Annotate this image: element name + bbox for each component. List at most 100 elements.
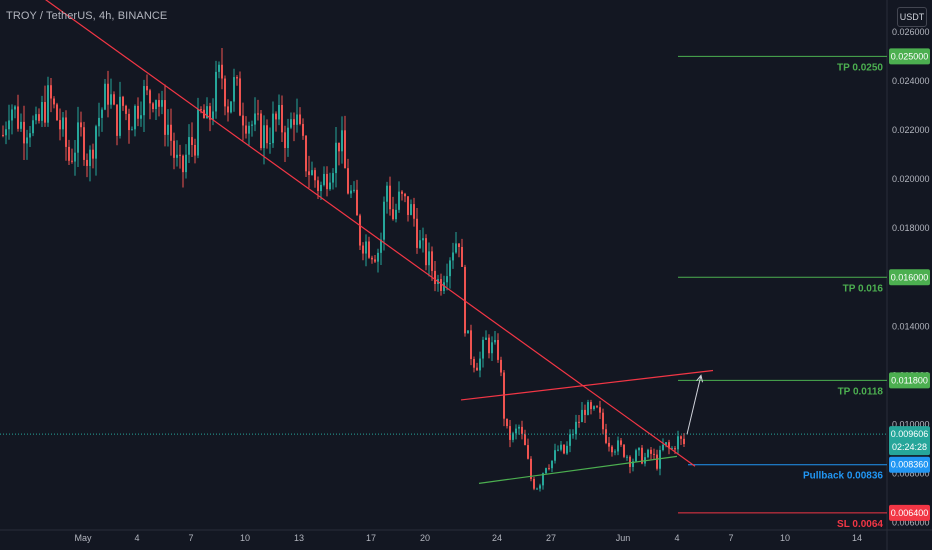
candle-body <box>617 440 619 452</box>
candle-body <box>527 445 529 459</box>
candle-body <box>428 251 430 266</box>
candle-body <box>446 276 448 283</box>
candle-body <box>356 189 358 216</box>
candle-body <box>374 259 376 262</box>
candle-body <box>116 104 118 136</box>
candle-body <box>578 421 580 423</box>
time-tick-label: 10 <box>780 533 790 543</box>
projection-arrow[interactable] <box>686 375 702 435</box>
level-price-badge <box>889 372 930 389</box>
candle-body <box>347 168 349 194</box>
candle-body <box>5 129 7 136</box>
candle-body <box>170 124 172 141</box>
candle-body <box>422 238 424 241</box>
candle-body <box>548 468 550 470</box>
time-axis[interactable]: May 4 7 10 13 17 20 24 27 Jun 4 7 10 14 <box>74 533 862 543</box>
candle-body <box>308 171 310 175</box>
price-tick-label: 0.020000 <box>892 174 930 184</box>
candle-body <box>248 125 250 134</box>
candle-body <box>545 468 547 474</box>
candle-body <box>287 127 289 148</box>
candle-body <box>494 339 496 343</box>
candle-body <box>425 238 427 266</box>
candle-body <box>359 215 361 246</box>
candle-body <box>140 115 142 119</box>
candle-body <box>635 450 637 462</box>
candle-body <box>569 434 571 446</box>
candle-body <box>395 209 397 220</box>
candle-body <box>386 185 388 202</box>
candle-body <box>506 418 508 427</box>
candle-body <box>146 86 148 91</box>
currency-button[interactable]: USDT <box>897 7 927 27</box>
price-tick-label: 0.024000 <box>892 76 930 86</box>
time-tick-label: 4 <box>134 533 139 543</box>
candle-body <box>509 426 511 440</box>
projection-arrow-head <box>696 374 703 383</box>
candle-body <box>320 184 322 192</box>
candle-body <box>470 330 472 360</box>
candle-body <box>167 124 169 135</box>
candle-body <box>149 90 151 104</box>
level-price-badge <box>889 269 930 286</box>
time-tick-label: Jun <box>616 533 631 543</box>
level-label: Pullback 0.00836 <box>803 471 883 482</box>
candle-body <box>281 105 283 133</box>
candle-body <box>410 204 412 215</box>
trendlines[interactable] <box>29 0 714 484</box>
candle-body <box>344 130 346 169</box>
candle-body <box>143 86 145 116</box>
candle-body <box>197 109 199 156</box>
candle-body <box>602 412 604 430</box>
candle-body <box>290 119 292 128</box>
candle-body <box>35 114 37 121</box>
candle-body <box>500 359 502 373</box>
level-price-badge-label: 0.016000 <box>891 272 929 282</box>
candle-body <box>182 155 184 173</box>
candle-body <box>416 218 418 248</box>
candle-body <box>587 402 589 415</box>
candle-body <box>461 246 463 267</box>
candle-body <box>74 152 76 162</box>
candle-body <box>98 117 100 127</box>
trendline[interactable] <box>29 0 696 467</box>
candle-body <box>110 94 112 105</box>
candle-body <box>2 134 4 136</box>
candle-body <box>404 193 406 197</box>
candle-body <box>413 204 415 219</box>
candle-body <box>533 478 535 489</box>
candle-body <box>317 180 319 192</box>
candle-body <box>257 113 259 115</box>
candle-body <box>23 121 25 144</box>
candle-body <box>71 160 73 162</box>
time-tick-label: 7 <box>728 533 733 543</box>
candle-body <box>179 154 181 156</box>
level-price-badge <box>889 456 930 473</box>
candle-body <box>155 100 157 110</box>
candle-body <box>254 113 256 125</box>
price-tick-label: 0.018000 <box>892 223 930 233</box>
candle-body <box>554 450 556 461</box>
candle-body <box>332 173 334 183</box>
candle-body <box>350 190 352 194</box>
candle-body <box>560 444 562 450</box>
candle-body <box>50 85 52 99</box>
candles <box>2 48 685 492</box>
candle-body <box>263 125 265 149</box>
candle-body <box>323 173 325 185</box>
candle-body <box>128 113 130 131</box>
candle-body <box>563 444 565 454</box>
trendline[interactable] <box>460 369 714 401</box>
candle-body <box>656 454 658 469</box>
level-price-badge-label: 0.011800 <box>891 375 928 385</box>
trendline[interactable] <box>478 455 678 484</box>
candle-body <box>101 109 103 118</box>
chart-symbol-title[interactable]: TROY / TetherUS, 4h, BINANCE <box>6 10 168 22</box>
candle-body <box>230 101 232 113</box>
candle-body <box>557 449 559 451</box>
candle-body <box>296 114 298 125</box>
candle-body <box>86 159 88 166</box>
price-levels[interactable]: TP 0.0250 0.025000 TP 0.016 0.016000 TP 0.01… <box>678 48 930 530</box>
candle-body <box>536 488 538 490</box>
